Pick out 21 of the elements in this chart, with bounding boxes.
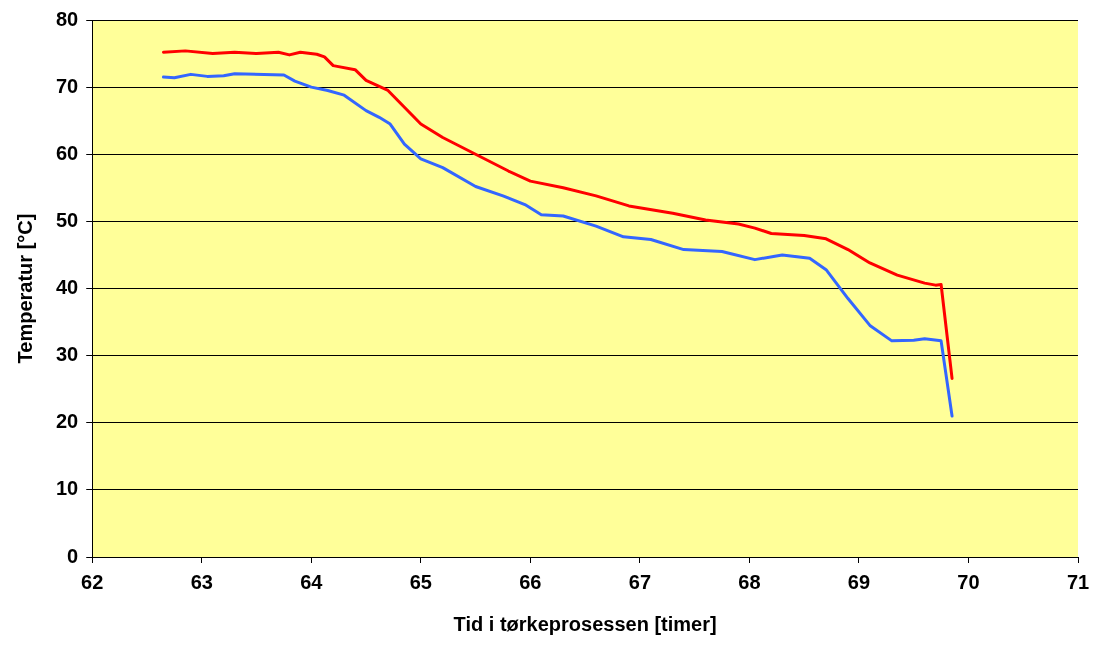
y-tick-label: 30 <box>56 343 79 366</box>
x-tick-label: 70 <box>957 570 980 593</box>
x-tick-label: 66 <box>519 570 542 593</box>
y-tick-label: 0 <box>67 544 79 567</box>
y-tick-label: 80 <box>56 7 79 30</box>
x-tick-label: 64 <box>300 570 324 593</box>
x-tick-label: 68 <box>738 570 761 593</box>
y-tick-label: 70 <box>56 74 79 97</box>
x-tick-label: 62 <box>81 570 104 593</box>
y-tick-label: 10 <box>56 477 79 500</box>
x-tick-label: 63 <box>190 570 213 593</box>
x-tick-label: 65 <box>409 570 432 593</box>
x-axis-title: Tid i tørkeprosessen [timer] <box>453 612 717 635</box>
x-tick-label: 69 <box>847 570 871 593</box>
y-tick-label: 20 <box>56 410 79 433</box>
y-tick-label: 40 <box>56 276 79 299</box>
y-tick-label: 50 <box>56 208 79 231</box>
y-axis-title: Temperatur [°C] <box>13 213 36 364</box>
x-tick-label: 71 <box>1066 570 1090 593</box>
y-tick-label: 60 <box>56 141 79 164</box>
x-tick-label: 67 <box>628 570 652 593</box>
